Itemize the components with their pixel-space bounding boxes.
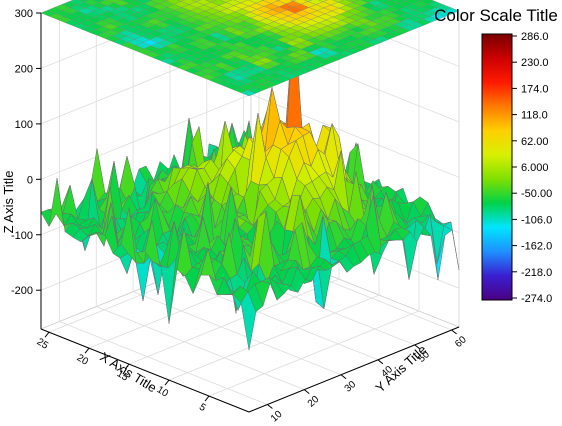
top-map-cell	[78, 0, 90, 3]
x-axis-tick	[124, 363, 130, 370]
z-tick-label: 300	[15, 8, 33, 20]
top-map-cell	[337, 0, 354, 6]
top-map-cell	[247, 0, 264, 4]
top-map-cell	[307, 0, 324, 5]
x-axis-tick	[84, 347, 90, 354]
top-map-cell	[290, 0, 296, 2]
color-scale-label: -106.0	[521, 214, 552, 226]
y-tick-label: 30	[343, 379, 359, 395]
top-map-cell	[149, 0, 153, 1]
top-map-cell	[150, 0, 167, 4]
x-tick-label: 20	[75, 352, 91, 367]
y-tick-label: 10	[269, 409, 285, 425]
color-scale-title: Color Scale Title	[434, 6, 558, 25]
z-tick-label: -200	[11, 285, 33, 297]
y-axis-tick	[340, 374, 347, 380]
top-map-cell	[360, 0, 376, 3]
color-scale-label: -50.00	[521, 188, 552, 200]
top-map-cell	[135, 0, 152, 4]
z-tick-label: -100	[11, 230, 33, 242]
top-map-cell	[389, 0, 406, 4]
top-map-cell	[92, 0, 106, 3]
top-map-cell	[292, 0, 309, 5]
x-tick-label: 25	[35, 336, 51, 351]
top-map-cell	[177, 0, 185, 2]
color-scale-label: 230.0	[521, 57, 549, 69]
z-axis-title: Z Axis Title	[1, 171, 16, 234]
color-scale-label: 62.00	[521, 136, 549, 148]
x-axis-line	[40, 328, 250, 413]
z-tick-label: 100	[15, 119, 33, 131]
x-tick-label: 5	[197, 402, 208, 415]
top-map-cell	[262, 0, 279, 4]
grid-line	[168, 294, 380, 381]
color-scale-label: -274.0	[521, 293, 552, 305]
y-axis-tick	[414, 344, 421, 350]
top-map-cell	[68, 0, 85, 6]
y-axis-line	[248, 326, 460, 413]
x-axis-tick	[204, 395, 210, 402]
top-map-cell	[416, 0, 424, 2]
x-axis-tick	[44, 331, 50, 338]
y-tick-label: 20	[306, 394, 322, 410]
grid-line	[208, 310, 420, 397]
z-tick-label: 0	[27, 174, 33, 186]
color-scale-label: 6.000	[521, 162, 549, 174]
grid-line	[40, 93, 252, 180]
top-map-cell	[113, 0, 130, 7]
surface-cell	[240, 291, 257, 351]
top-map-cell	[210, 0, 227, 6]
y-tick-label: 60	[453, 334, 469, 350]
top-map-cell	[304, 0, 312, 2]
y-axis-tick	[303, 389, 310, 395]
color-scale-bar	[481, 33, 513, 301]
top-map-cell	[219, 0, 233, 3]
color-scale-labels: 286.0 230.0 174.0 118.0 62.00 6.000 -50.00 -106…	[512, 31, 552, 305]
top-map-cell	[240, 0, 257, 7]
color-scale-label: -162.0	[521, 241, 552, 253]
top-map-cell	[275, 0, 281, 1]
grid-line	[96, 306, 305, 391]
color-scale-label: -218.0	[521, 267, 552, 279]
top-map-cell	[195, 0, 212, 6]
top-map-cell	[205, 0, 217, 3]
top-map-cell	[191, 0, 201, 2]
top-map-cell	[374, 0, 391, 4]
top-map-cell	[120, 0, 137, 4]
top-map-cell	[419, 0, 436, 5]
grid-line	[250, 93, 460, 178]
y-axis-tick	[377, 359, 384, 365]
top-map-cell	[367, 0, 384, 7]
top-map-cell	[165, 0, 182, 5]
color-scale-label: 174.0	[521, 83, 549, 95]
z-tick-label: 200	[15, 63, 33, 75]
top-map-cell	[404, 0, 421, 5]
top-map-cell	[233, 0, 249, 3]
grid-line	[169, 276, 379, 361]
top-map-cell	[332, 0, 344, 3]
top-map-cell	[277, 0, 294, 5]
color-scale-label: 118.0	[521, 110, 548, 122]
x-axis-tick	[164, 379, 170, 386]
color-scale-label: 286.0	[521, 31, 549, 43]
top-map-cell	[346, 0, 360, 3]
top-map-cell	[83, 0, 100, 6]
grid-line	[128, 278, 340, 365]
top-map-cell	[318, 0, 328, 2]
top-contour-projection	[40, 0, 460, 97]
top-map-cell	[163, 0, 169, 2]
top-map-cell	[180, 0, 197, 5]
top-map-cell	[402, 0, 408, 1]
top-map-cell	[322, 0, 339, 6]
x-tick-label: 10	[155, 384, 171, 399]
y-axis-tick	[267, 404, 273, 409]
top-map-cell	[106, 0, 122, 3]
y-axis-tick	[451, 329, 457, 335]
surface-mesh	[40, 15, 460, 351]
grid-line	[59, 321, 268, 405]
